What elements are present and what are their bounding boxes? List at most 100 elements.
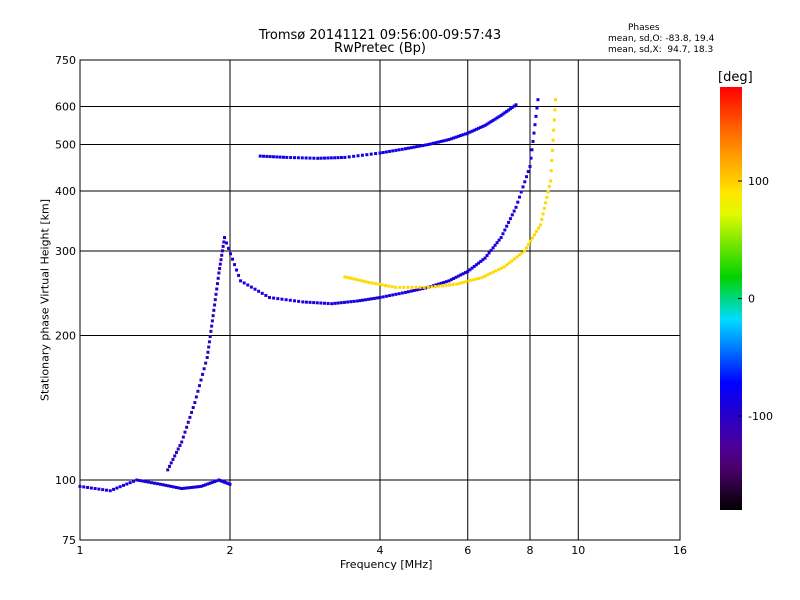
data-point [326,156,330,160]
data-point [437,140,441,144]
data-point [552,118,556,122]
data-point [215,282,219,286]
data-point [530,148,534,152]
data-point [452,276,456,280]
data-point [86,485,90,489]
y-tick-label: 500 [55,139,76,152]
data-point [497,238,501,242]
data-point [220,253,224,257]
data-point [89,486,93,490]
data-point [429,142,433,146]
chart-subtitle: RwPretec (Bp) [333,41,427,56]
data-point [128,481,132,485]
data-point [507,261,511,265]
data-point [388,149,392,153]
data-point [491,246,495,250]
data-point [215,479,219,483]
data-point [421,144,425,148]
data-point [433,285,437,289]
data-point [112,487,116,491]
data-point [197,485,201,489]
data-point [508,217,512,221]
data-point [211,314,215,318]
data-point [218,262,222,266]
data-point [406,285,410,289]
data-point [515,255,519,259]
data-point [489,248,493,252]
data-point [180,487,184,491]
data-point [485,122,489,126]
data-point [185,425,189,429]
data-point [333,301,337,305]
data-point [497,268,501,272]
data-point [229,252,233,256]
data-point [333,156,337,160]
data-point [489,120,493,124]
data-point [216,276,220,280]
data-point [447,138,451,142]
data-point [423,143,427,147]
data-point [122,483,126,487]
data-point [499,236,503,240]
data-point [205,355,209,359]
data-point [169,461,173,465]
data-point [402,285,406,289]
data-point [192,485,196,489]
data-point [342,300,346,304]
data-point [343,155,347,159]
data-point [242,281,246,285]
x-tick-label: 2 [227,544,234,557]
data-point [239,279,243,283]
data-point [449,278,453,282]
data-point [507,108,511,112]
data-point [470,278,474,282]
data-point [293,156,297,160]
data-point [510,105,514,109]
data-point [284,298,288,302]
data-point [369,152,373,156]
data-point [312,301,316,305]
data-point [535,229,539,233]
data-point [510,259,514,263]
data-point [525,175,529,179]
data-point [262,154,266,158]
data-point [292,299,296,303]
data-point [187,486,191,490]
data-point [158,482,162,486]
data-point [464,280,468,284]
data-point [265,154,269,158]
data-point [440,284,444,288]
data-point [468,130,472,134]
data-point [422,285,426,289]
data-point [365,153,369,157]
data-point [319,301,323,305]
data-point [372,296,376,300]
data-point [485,273,489,277]
data-point [545,195,549,199]
colorbar-unit-label: [deg] [718,70,753,85]
data-point [138,479,142,483]
data-point [378,296,382,300]
y-tick-label: 600 [55,101,76,114]
data-point [468,268,472,272]
data-point [204,361,208,365]
data-point [227,246,231,250]
data-point [483,256,487,260]
data-point [472,128,476,132]
data-point [523,249,527,253]
data-point [210,480,214,484]
data-point [249,285,253,289]
data-point [466,131,470,135]
data-point [534,114,538,118]
data-point [384,294,388,298]
data-point [474,127,478,131]
data-point [115,486,119,490]
data-point [177,486,181,490]
data-point [448,283,452,287]
data-point [93,487,97,491]
data-point [454,135,458,139]
data-point [82,485,86,489]
data-point [444,138,448,142]
data-point [275,155,279,159]
data-point [352,154,356,158]
